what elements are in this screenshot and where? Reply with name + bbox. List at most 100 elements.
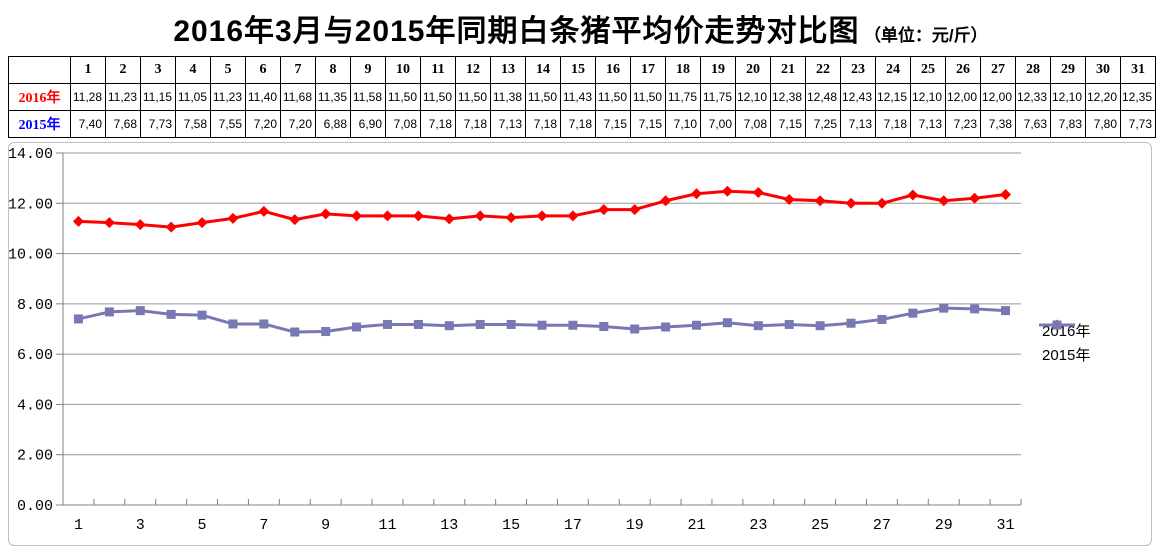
price-cell: 11,50 <box>455 83 491 111</box>
price-cell: 11,23 <box>210 83 246 111</box>
day-header-cell: 22 <box>805 56 841 84</box>
x-tick-label: 11 <box>378 517 396 534</box>
price-cell: 11,50 <box>525 83 561 111</box>
data-point-marker <box>104 307 114 317</box>
data-point-marker <box>73 314 83 324</box>
price-cell: 11,50 <box>420 83 456 111</box>
y-tick-label: 4.00 <box>17 397 53 414</box>
day-header-cell: 25 <box>910 56 946 84</box>
data-point-marker <box>72 215 84 227</box>
price-cell: 7,15 <box>770 110 806 138</box>
data-point-marker <box>630 324 640 334</box>
data-point-marker <box>103 217 115 229</box>
data-point-marker <box>661 322 671 332</box>
x-tick-label: 27 <box>873 517 891 534</box>
y-tick-label: 8.00 <box>17 297 53 314</box>
data-point-marker <box>352 322 362 332</box>
chart-title-text: 2016年3月与2015年同期白条猪平均价走势对比图 <box>173 15 860 48</box>
data-point-marker <box>196 217 208 229</box>
table-corner-cell <box>8 56 71 84</box>
x-tick-label: 29 <box>935 517 953 534</box>
price-cell: 7,23 <box>945 110 981 138</box>
row-label-cell: 2016年 <box>8 83 71 111</box>
price-cell: 12,00 <box>945 83 981 111</box>
data-point-marker <box>660 195 672 207</box>
day-header-cell: 4 <box>175 56 211 84</box>
price-cell: 11,40 <box>245 83 281 111</box>
x-tick-label: 9 <box>321 517 330 534</box>
x-tick-label: 1 <box>74 517 83 534</box>
day-header-cell: 23 <box>840 56 876 84</box>
price-cell: 12,33 <box>1015 83 1051 111</box>
day-header-cell: 30 <box>1085 56 1121 84</box>
data-point-marker <box>784 319 794 329</box>
legend-2015-marker-icon <box>1039 320 1075 330</box>
day-header-cell: 9 <box>350 56 386 84</box>
data-point-marker <box>815 321 825 331</box>
price-cell: 6,90 <box>350 110 386 138</box>
data-point-marker <box>444 321 454 331</box>
price-cell: 11,75 <box>700 83 736 111</box>
x-tick-label: 5 <box>198 517 207 534</box>
data-point-marker <box>197 310 207 320</box>
day-header-cell: 16 <box>595 56 631 84</box>
data-point-marker <box>413 319 423 329</box>
day-header-cell: 7 <box>280 56 316 84</box>
price-cell: 6,88 <box>315 110 351 138</box>
price-cell: 11,38 <box>490 83 526 111</box>
price-cell: 7,83 <box>1050 110 1086 138</box>
data-point-marker <box>382 319 392 329</box>
legend-2015-label: 2015年 <box>1042 346 1091 364</box>
data-point-marker <box>381 210 393 222</box>
price-cell: 7,55 <box>210 110 246 138</box>
price-cell: 11,23 <box>105 83 141 111</box>
data-point-marker <box>846 318 856 328</box>
price-cell: 7,08 <box>385 110 421 138</box>
price-cell: 12,43 <box>840 83 876 111</box>
data-point-marker <box>290 327 300 337</box>
data-point-marker <box>970 304 980 314</box>
price-cell: 12,10 <box>910 83 946 111</box>
price-cell: 12,10 <box>1050 83 1086 111</box>
data-point-marker <box>537 320 547 330</box>
data-point-marker <box>692 320 702 330</box>
data-point-marker <box>753 321 763 331</box>
data-point-marker <box>938 195 950 207</box>
chart-title-unit: （单位：元/斤） <box>863 26 988 45</box>
data-point-marker <box>845 197 857 209</box>
data-point-marker <box>536 210 548 222</box>
data-point-marker <box>258 205 270 217</box>
price-cell: 12,00 <box>980 83 1016 111</box>
price-cell: 11,75 <box>665 83 701 111</box>
data-point-marker <box>227 212 239 224</box>
day-header-cell: 10 <box>385 56 421 84</box>
price-cell: 7,25 <box>805 110 841 138</box>
price-cell: 7,00 <box>700 110 736 138</box>
price-cell: 11,43 <box>560 83 596 111</box>
data-point-marker <box>475 319 485 329</box>
price-cell: 12,10 <box>735 83 771 111</box>
data-point-marker <box>259 319 269 329</box>
data-point-marker <box>783 194 795 206</box>
day-header-cell: 28 <box>1015 56 1051 84</box>
data-point-marker <box>412 210 424 222</box>
data-point-marker <box>506 319 516 329</box>
day-header-cell: 24 <box>875 56 911 84</box>
y-tick-label: 6.00 <box>17 347 53 364</box>
data-point-marker <box>629 204 641 216</box>
data-point-marker <box>939 303 949 313</box>
day-header-cell: 5 <box>210 56 246 84</box>
data-point-marker <box>320 208 332 220</box>
price-cell: 11,35 <box>315 83 351 111</box>
data-point-marker <box>289 214 301 226</box>
table-row: 2015年 7,40 7,68 7,73 7,58 7,55 7,20 7,20 6,88 6,9… <box>8 110 1156 138</box>
legend-marker <box>1052 320 1062 330</box>
data-point-marker <box>598 204 610 216</box>
price-cell: 12,48 <box>805 83 841 111</box>
price-cell: 7,13 <box>490 110 526 138</box>
price-cell: 7,80 <box>1085 110 1121 138</box>
price-cell: 7,73 <box>1120 110 1156 138</box>
data-point-marker <box>908 308 918 318</box>
price-cell: 11,15 <box>140 83 176 111</box>
day-header-cell: 15 <box>560 56 596 84</box>
